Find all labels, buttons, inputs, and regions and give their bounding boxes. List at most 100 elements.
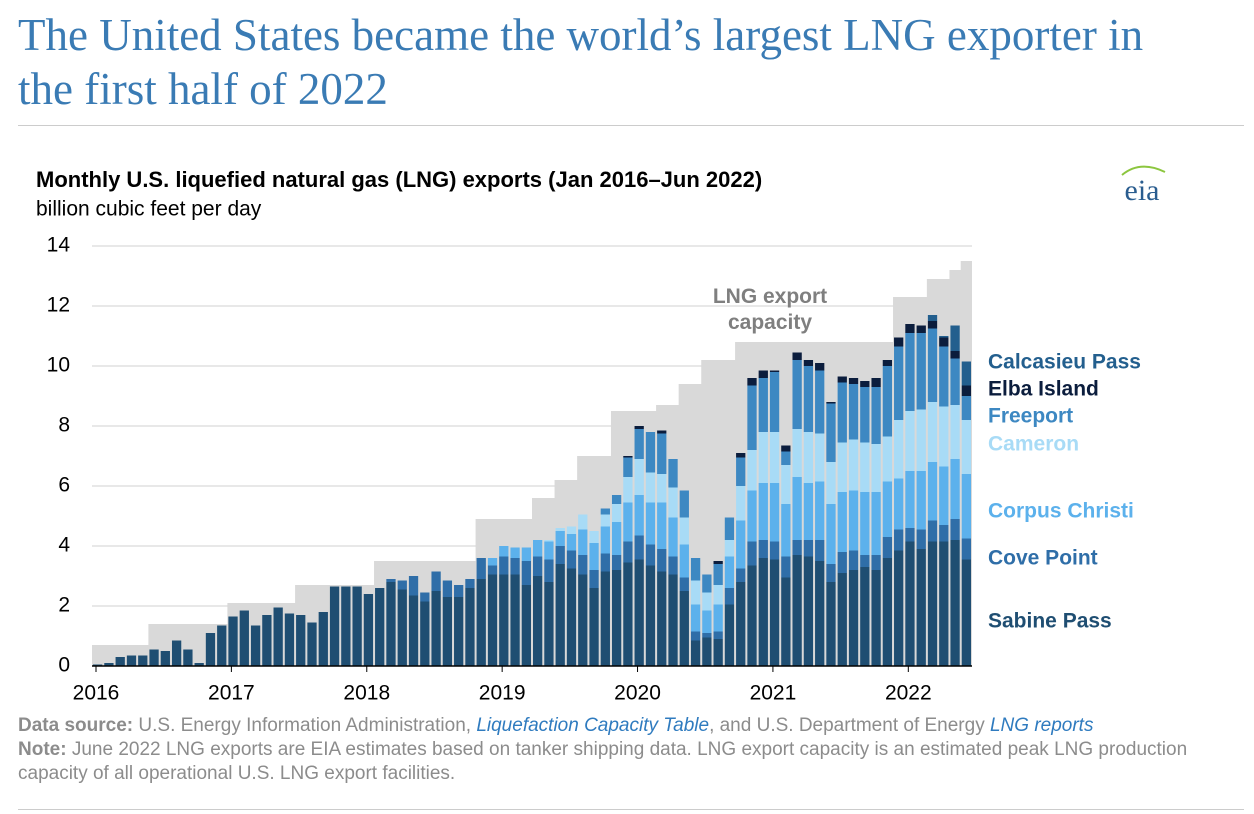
bar-segment [690,558,701,581]
bar-segment [645,502,656,545]
y-tick-label: 4 [58,534,70,557]
bar-segment [690,604,701,632]
bar-segment [499,556,509,575]
bar-segment [600,571,610,666]
bar-segment [848,439,859,491]
bar-segment [871,492,881,555]
bar-segment [826,402,836,404]
bar-segment [657,474,667,503]
y-tick-label: 10 [47,354,70,377]
legend-label: Elba Island [988,378,1099,401]
bar-segment [769,432,780,483]
bar-segment [927,520,938,542]
bar-segment [950,325,960,351]
bar-segment [826,462,836,504]
bar-segment [882,558,893,666]
bar-segment [927,462,938,521]
bar-segment [837,376,847,383]
y-tick-label: 6 [58,474,70,497]
bar-segment [950,405,960,459]
bar-segment [668,517,678,557]
bar-segment [713,639,723,666]
bar-segment [623,457,633,477]
bar-segment [442,597,453,666]
bar-segment [690,640,701,666]
bar-segment [476,579,486,666]
bar-segment [623,541,633,563]
source-link[interactable]: Liquefaction Capacity Table [476,715,710,736]
bar-segment [702,633,712,638]
source-link[interactable]: LNG reports [989,715,1094,736]
bar-segment [758,540,768,558]
bar-segment [375,588,385,666]
bar-segment [149,649,159,666]
bar-segment [927,402,938,462]
bar-segment [228,616,238,666]
bar-segment [724,517,735,540]
bar-segment [724,556,735,588]
bar-segment [894,337,904,347]
bar-segment [905,541,915,666]
bar-segment [781,577,791,666]
y-tick-label: 0 [58,654,70,677]
rule [18,809,1244,810]
bar-segment [307,622,317,666]
bar-segment [803,360,814,366]
legend-label: Freeport [988,405,1073,428]
bar-segment [454,585,464,597]
bar-segment [950,351,960,359]
bar-segment [521,547,531,561]
bar-segment [544,540,554,542]
bar-segment [442,580,453,597]
bar-segment [860,442,870,492]
bar-segment [927,328,938,402]
bar-segment [837,492,847,552]
bar-segment [781,504,791,557]
bar-segment [837,442,847,492]
bar-segment [905,471,915,528]
bar-segment [781,445,791,452]
bar-segment [679,544,689,578]
bar-segment [600,514,610,527]
bar-segment [352,586,362,666]
x-tick-label: 2019 [479,682,526,705]
bar-segment [927,541,938,666]
bar-segment [747,490,757,542]
bar-segment [848,490,859,551]
bar-segment [623,562,633,666]
bar-segment [848,550,859,570]
bar-segment [758,483,768,540]
bar-segment [871,444,881,492]
bar-segment [668,459,678,488]
bar-segment [927,321,938,329]
bar-segment [792,360,802,429]
bar-segment [713,604,723,632]
bar-segment [916,529,926,549]
bar-segment [668,574,678,666]
legend-label: Calcasieu Pass [988,351,1141,374]
bar-segment [848,378,859,384]
bar-segment [544,559,554,582]
bar-segment [961,538,971,560]
bar-segment [871,555,881,570]
bar-segment [871,378,881,387]
bar-segment [724,540,735,557]
bar-segment [724,588,735,605]
bar-segment [882,436,893,482]
legend-label: Cove Point [988,547,1098,570]
bar-segment [837,552,847,573]
bar-segment [555,564,565,666]
bar-segment [645,432,656,473]
bar-segment [623,502,633,542]
bar-segment [634,459,644,495]
bar-segment [905,411,915,471]
bar-segment [815,370,825,434]
bar-segment [611,570,622,666]
bar-segment [600,553,610,572]
bar-segment [792,477,802,540]
bar-segment [713,561,723,564]
bar-segment [860,492,870,555]
bar-segment [894,529,904,551]
bar-segment [239,610,249,666]
